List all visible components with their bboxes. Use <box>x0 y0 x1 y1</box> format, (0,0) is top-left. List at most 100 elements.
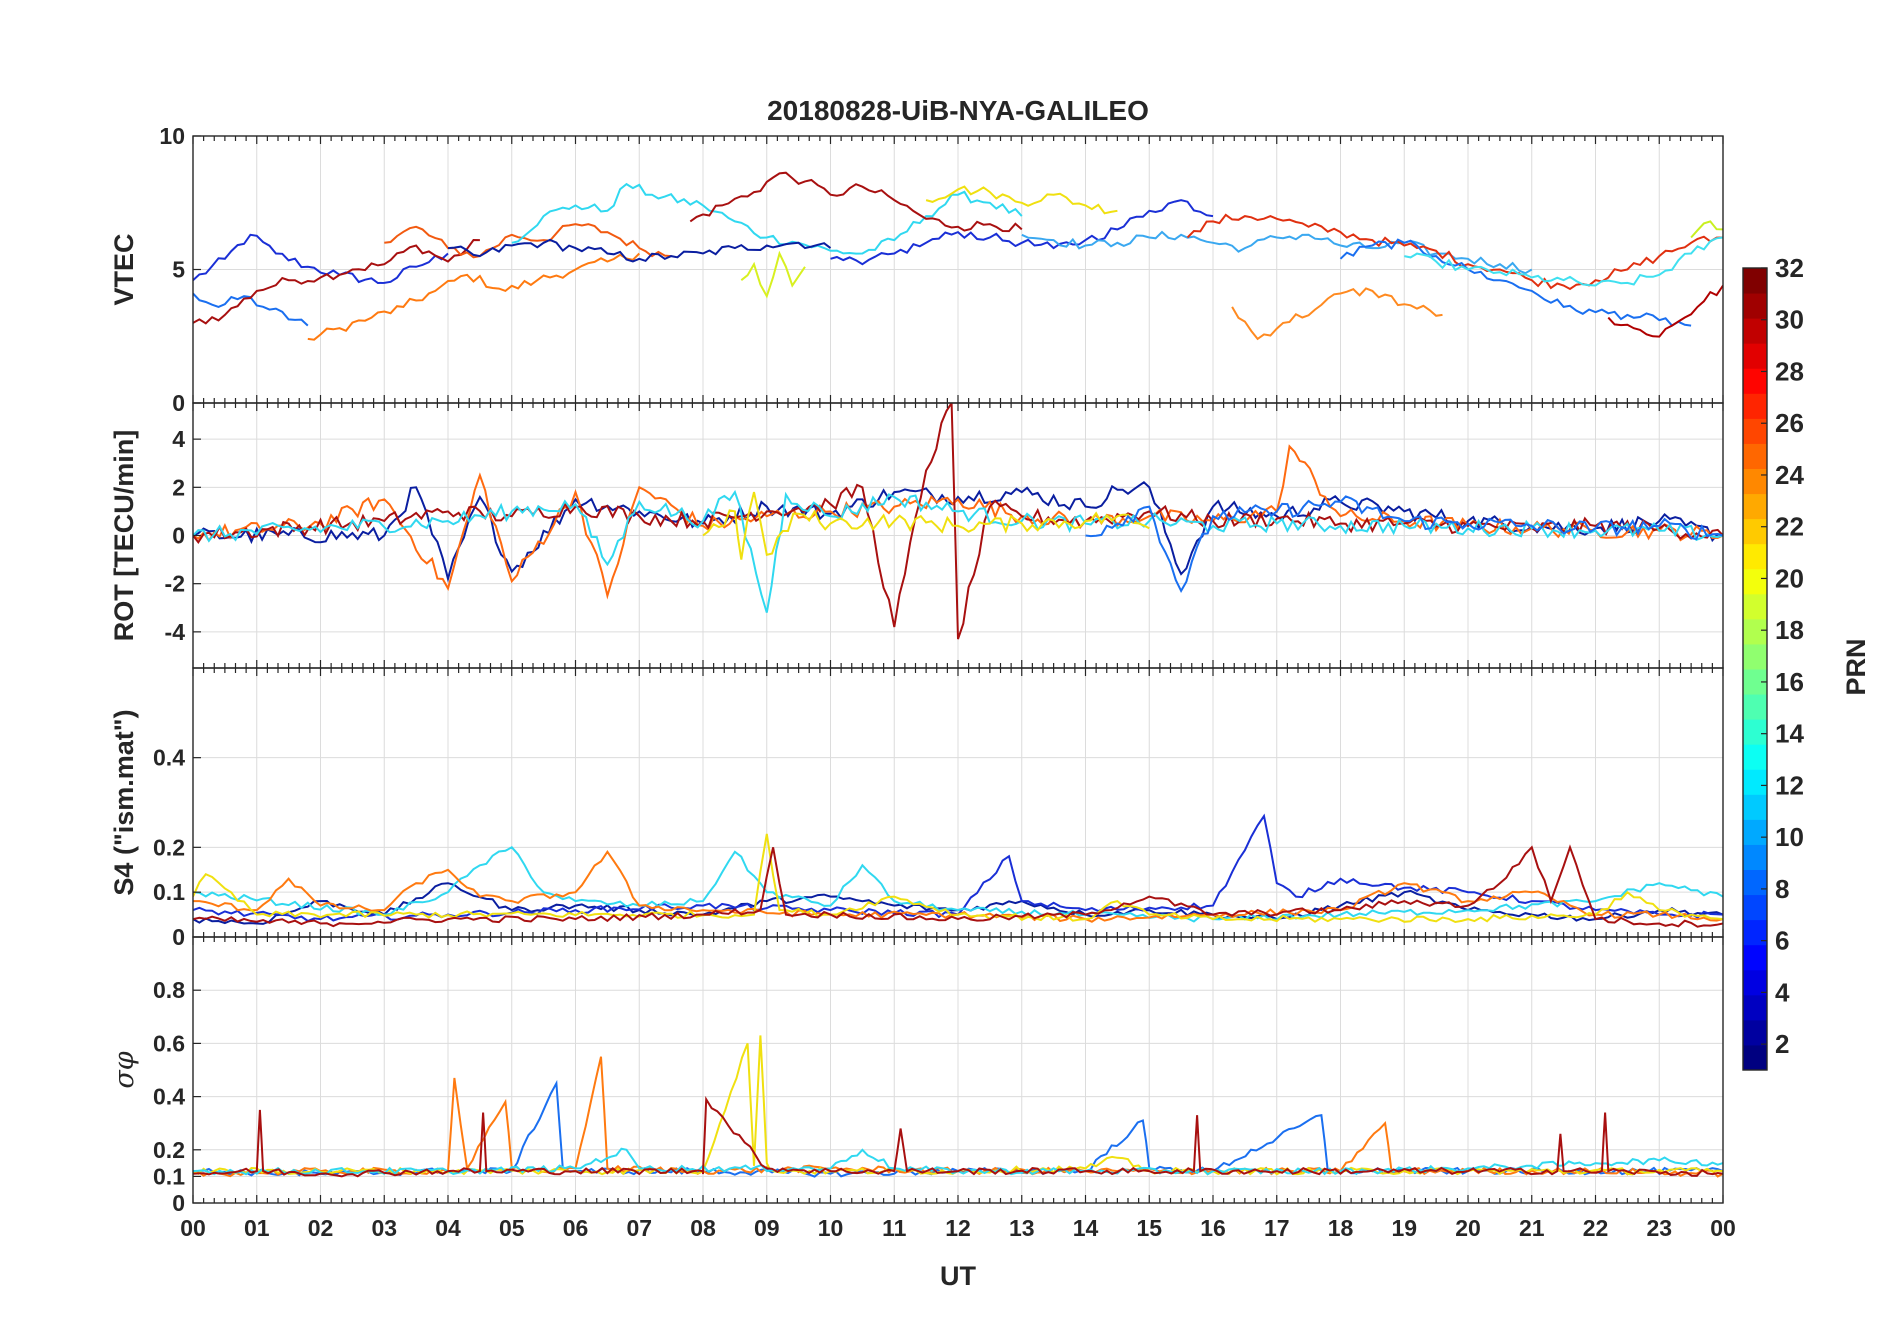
y-tick-label: -2 <box>165 571 185 597</box>
s4-series-line <box>193 844 1723 928</box>
rot-series-line <box>193 481 1723 583</box>
y-tick-label: 0.4 <box>153 1084 185 1110</box>
x-tick-label: 10 <box>818 1215 844 1241</box>
vtec-series-line <box>689 171 1023 233</box>
x-tick-label: 11 <box>882 1215 907 1241</box>
colorbar-tick-label: 16 <box>1775 667 1804 697</box>
colorbar-swatch <box>1743 794 1767 820</box>
vtec-series-line <box>1690 220 1723 239</box>
colorbar-swatch <box>1743 969 1767 996</box>
s4-y-axis-label: S4 ("ism.mat") <box>109 709 139 895</box>
y-tick-label: 0.6 <box>153 1030 185 1056</box>
colorbar-swatch <box>1743 343 1767 369</box>
x-tick-label: 16 <box>1200 1215 1226 1241</box>
colorbar-swatch <box>1743 894 1767 921</box>
sigma-phi-y-axis-label: σφ <box>109 1051 140 1088</box>
y-tick-label: 0 <box>172 1190 185 1216</box>
x-axis-label: UT <box>940 1261 976 1291</box>
colorbar-swatch <box>1743 268 1767 294</box>
colorbar-swatch <box>1743 568 1767 595</box>
colorbar-tick-label: 20 <box>1775 563 1804 593</box>
colorbar-tick-label: 24 <box>1775 460 1804 490</box>
colorbar-frame <box>1742 267 1768 1071</box>
colorbar-tick-label: 14 <box>1775 719 1804 749</box>
x-tick-label: 05 <box>499 1215 525 1241</box>
rot-series-line <box>1085 495 1723 594</box>
vtec-series-line <box>193 238 480 325</box>
colorbar-tick-label: 10 <box>1775 822 1804 852</box>
vtec-series-line <box>193 233 449 285</box>
vtec-series-line <box>925 185 1118 215</box>
colorbar-swatch <box>1743 418 1767 444</box>
colorbar-tick-label: 26 <box>1775 408 1804 438</box>
x-tick-label: 00 <box>1710 1215 1736 1241</box>
vtec-series-line <box>1186 213 1723 291</box>
colorbar-swatch <box>1743 493 1767 520</box>
rot-y-axis-label: ROT [TECU/min] <box>109 430 139 641</box>
colorbar-swatch <box>1743 869 1767 896</box>
colorbar-swatch <box>1743 944 1767 971</box>
vtec-y-axis-label: VTEC <box>109 233 139 305</box>
y-tick-label: 4 <box>172 426 185 452</box>
x-tick-label: 18 <box>1328 1215 1354 1241</box>
x-tick-label: 23 <box>1646 1215 1672 1241</box>
vtec-panel: 0 5 10 VTEC <box>109 123 1724 416</box>
colorbar-swatch <box>1743 844 1767 870</box>
vtec-series-line <box>384 223 672 259</box>
colorbar-swatch <box>1743 994 1767 1021</box>
s4-series-line <box>193 846 1723 923</box>
rot-series-line <box>702 491 1150 560</box>
y-tick-label: 0.4 <box>153 745 185 771</box>
colorbar-swatch <box>1743 443 1767 469</box>
y-tick-label: 0 <box>172 523 185 549</box>
colorbar-tick-label: 4 <box>1775 977 1790 1007</box>
x-tick-label: 13 <box>1009 1215 1035 1241</box>
x-tick-label: 14 <box>1073 1215 1099 1241</box>
x-tick-label: 02 <box>308 1215 334 1241</box>
x-tick-label: 15 <box>1136 1215 1162 1241</box>
colorbar-swatch <box>1743 919 1767 946</box>
y-tick-label: 0.1 <box>153 879 185 905</box>
vtec-series-line <box>447 238 832 263</box>
colorbar-swatch <box>1743 1044 1767 1071</box>
colorbar-swatch <box>1743 368 1767 394</box>
colorbar-tick-label: 8 <box>1775 874 1789 904</box>
x-tick-label: 22 <box>1583 1215 1609 1241</box>
colorbar-swatch <box>1743 1019 1767 1046</box>
x-tick-label: 01 <box>244 1215 270 1241</box>
vtec-series-line <box>830 199 1214 266</box>
x-tick-label: 19 <box>1391 1215 1417 1241</box>
s4-panel: 0 0.1 0.2 0.4 S4 ("ism.mat") <box>109 667 1724 950</box>
y-tick-label: 0.8 <box>153 977 185 1003</box>
y-tick-label: 0.2 <box>153 1137 185 1163</box>
colorbar-label: PRN <box>1841 638 1871 695</box>
sigma-phi-panel: 00.10.2 0.4 0.6 0.8 σφ 00 01 02 03 04 05 06 07 08 09 10… <box>109 936 1736 1241</box>
colorbar-swatch <box>1743 643 1767 670</box>
colorbar-swatch <box>1743 819 1767 845</box>
x-tick-label: 06 <box>563 1215 589 1241</box>
x-tick-label: 17 <box>1264 1215 1290 1241</box>
colorbar-swatch <box>1743 468 1767 495</box>
y-tick-label: -4 <box>165 619 186 645</box>
colorbar-swatch <box>1743 518 1767 545</box>
colorbar-tick-label: 2 <box>1775 1029 1789 1059</box>
vtec-series-line <box>1404 236 1723 287</box>
colorbar-tick-label: 12 <box>1775 770 1804 800</box>
y-tick-label: 10 <box>159 123 185 149</box>
colorbar-swatch <box>1743 293 1767 319</box>
colorbar-swatch <box>1743 593 1767 620</box>
colorbar-swatch <box>1743 744 1767 770</box>
colorbar-swatch <box>1743 393 1767 419</box>
vtec-series-line <box>1339 238 1692 327</box>
colorbar-tick-label: 28 <box>1775 356 1804 386</box>
y-tick-label: 0.2 <box>153 834 185 860</box>
x-tick-label: 04 <box>435 1215 461 1241</box>
vtec-series-line <box>511 182 1023 255</box>
x-tick-label: 03 <box>371 1215 397 1241</box>
x-tick-label: 00 <box>180 1215 206 1241</box>
figure-title: 20180828-UiB-NYA-GALILEO <box>767 95 1149 126</box>
s4-series-line <box>193 833 1723 924</box>
vtec-series-line <box>740 250 806 299</box>
